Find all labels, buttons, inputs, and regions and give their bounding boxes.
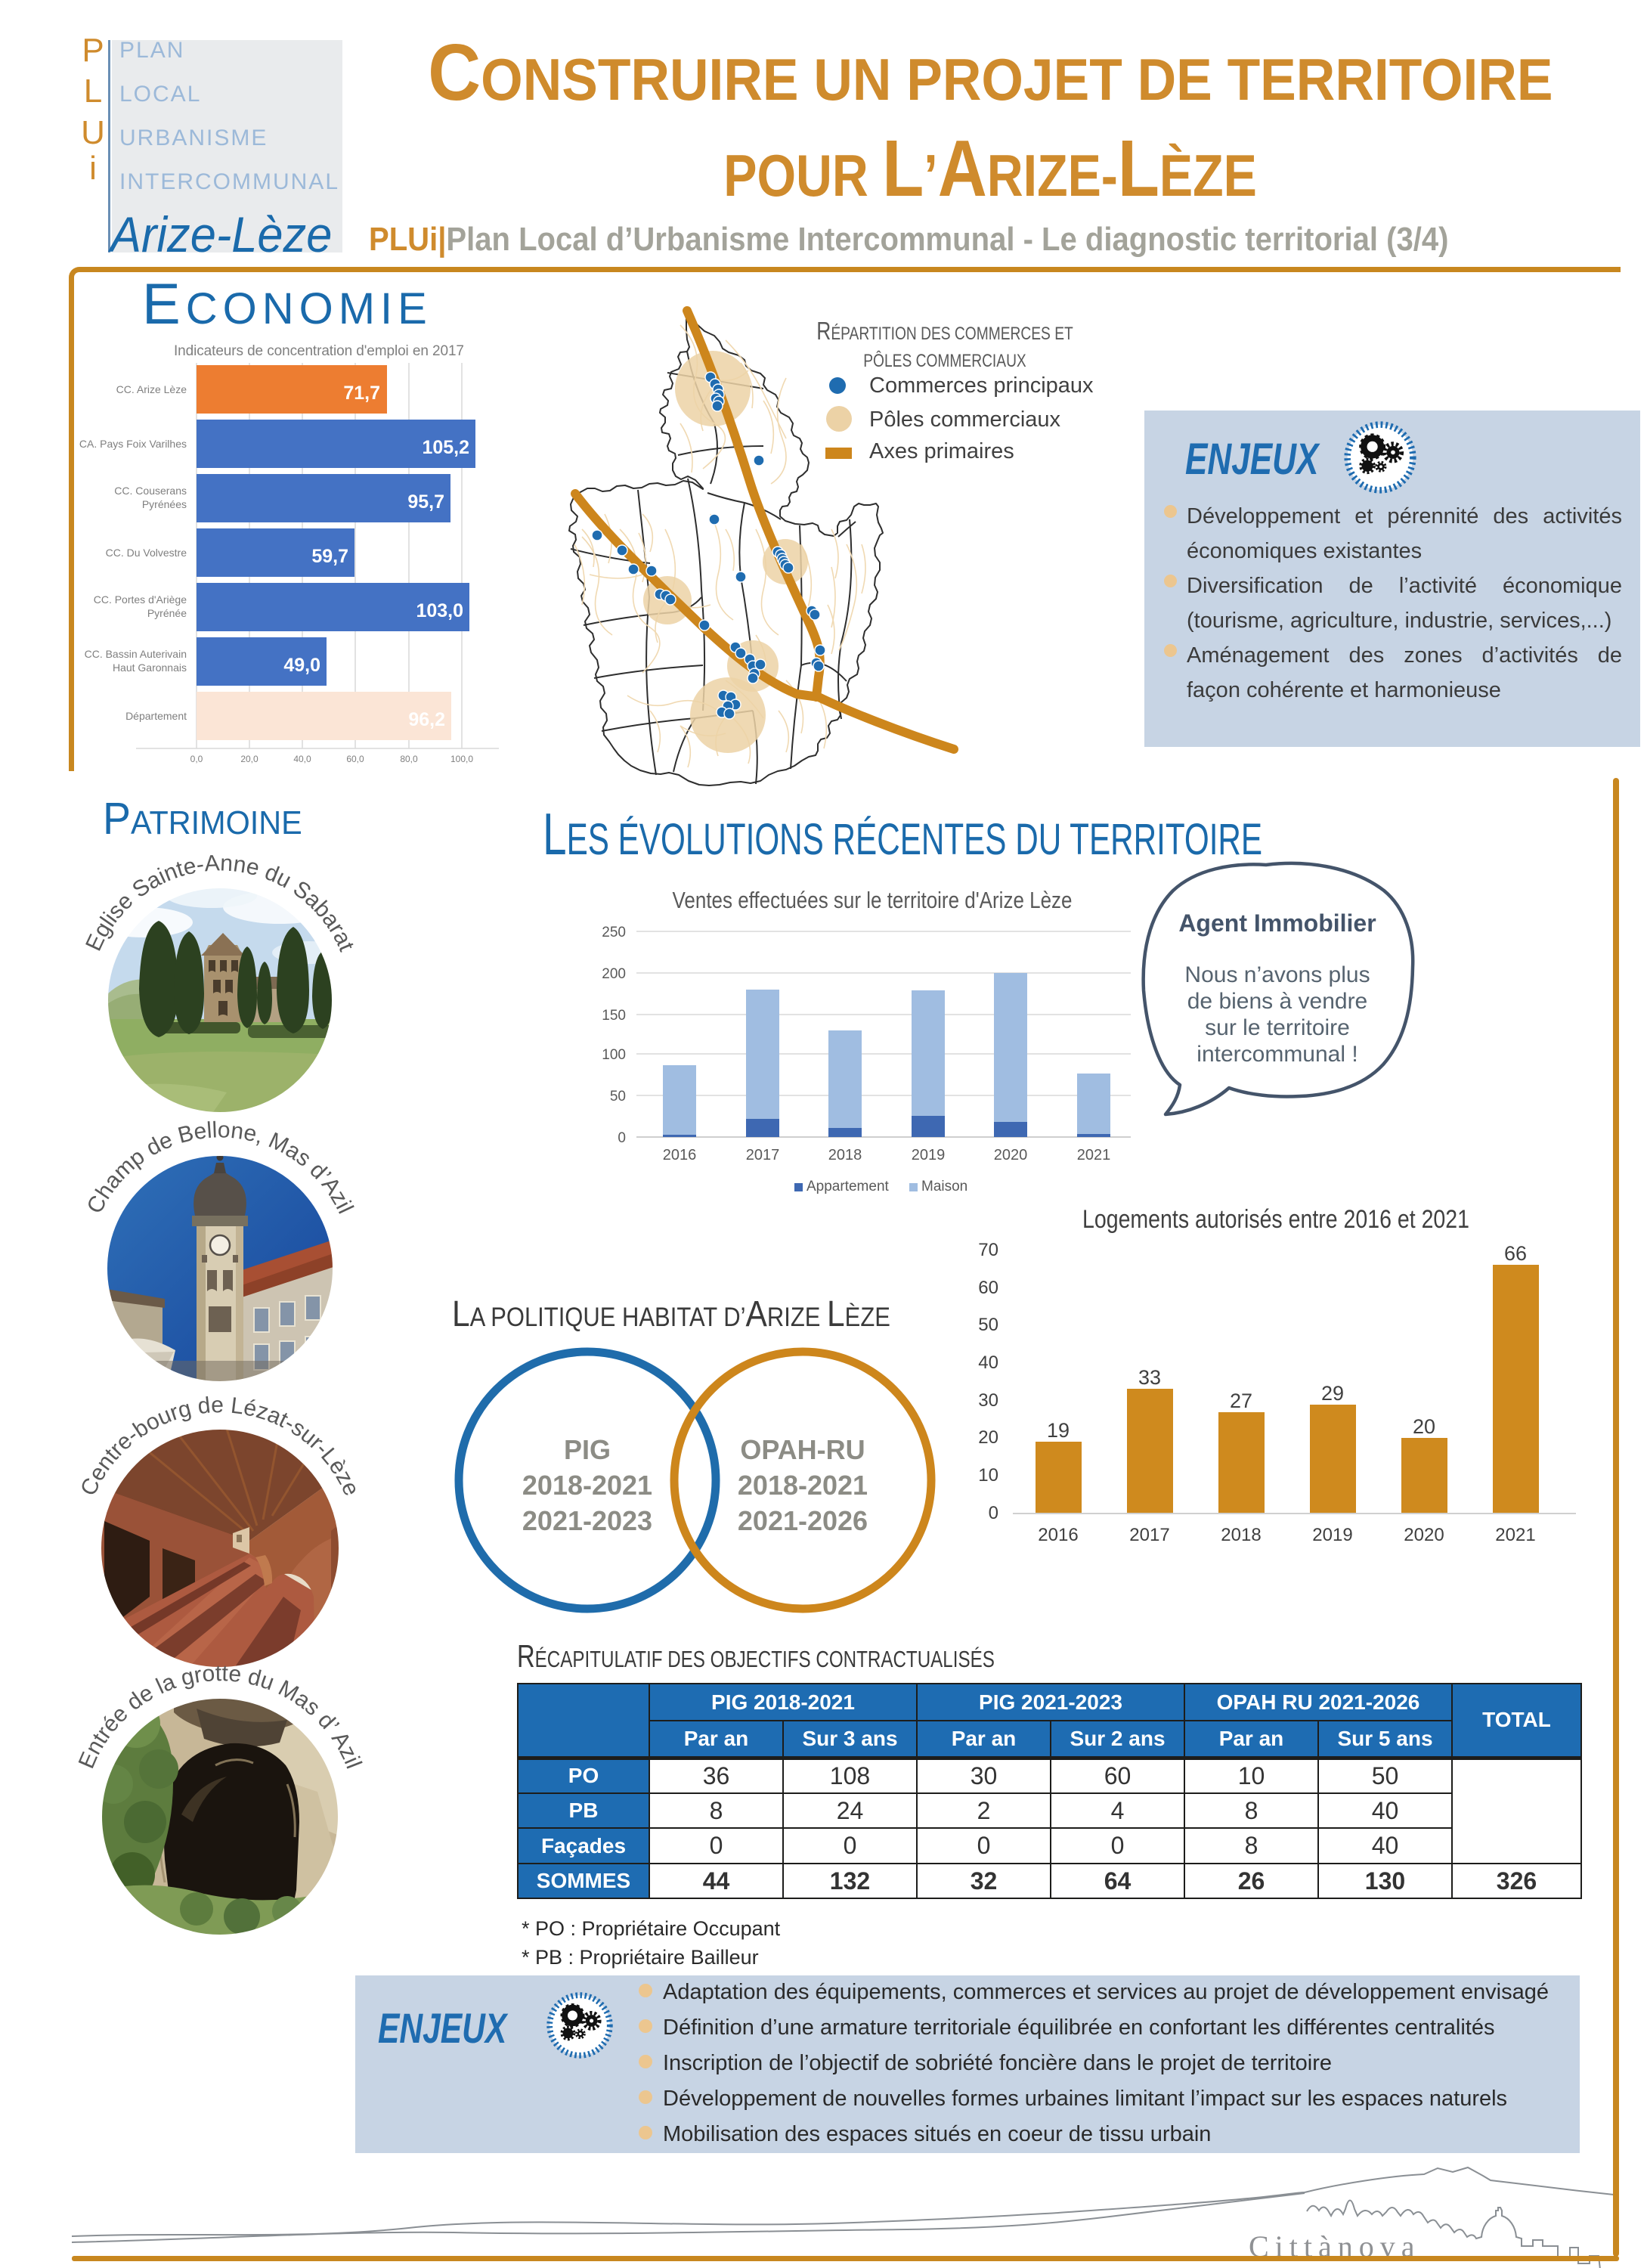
- svg-text:20: 20: [978, 1427, 998, 1448]
- svg-text:103,0: 103,0: [416, 600, 463, 621]
- svg-text:Indicateurs de concentration d: Indicateurs de concentration d'emploi en…: [174, 343, 464, 359]
- svg-text:27: 27: [1230, 1390, 1252, 1412]
- svg-text:71,7: 71,7: [343, 383, 380, 404]
- svg-text:2021: 2021: [1495, 1525, 1535, 1545]
- svg-text:59,7: 59,7: [311, 546, 348, 567]
- svg-text:2019: 2019: [1312, 1525, 1352, 1545]
- svg-text:80,0: 80,0: [400, 754, 418, 764]
- svg-text:CC. Du Volvestre: CC. Du Volvestre: [106, 547, 187, 559]
- svg-text:Logements autorisés entre 2016: Logements autorisés entre 2016 et 2021: [1082, 1205, 1469, 1234]
- svg-text:50: 50: [610, 1089, 626, 1105]
- svg-text:2021-2023: 2021-2023: [522, 1505, 652, 1536]
- svg-text:10: 10: [978, 1465, 998, 1486]
- svg-text:2019: 2019: [912, 1147, 946, 1163]
- svg-text:Ventes effectuées sur le terri: Ventes effectuées sur le territoire d'Ar…: [673, 887, 1073, 913]
- svg-text:Pyrénées: Pyrénées: [142, 498, 187, 510]
- svg-text:2021-2026: 2021-2026: [738, 1505, 868, 1536]
- svg-text:2017: 2017: [1129, 1525, 1169, 1545]
- svg-text:40: 40: [978, 1352, 998, 1373]
- svg-text:2018-2021: 2018-2021: [738, 1470, 868, 1501]
- svg-text:Appartement: Appartement: [806, 1179, 890, 1194]
- svg-text:29: 29: [1321, 1382, 1344, 1405]
- svg-text:2018: 2018: [828, 1147, 862, 1163]
- svg-text:95,7: 95,7: [407, 491, 444, 513]
- svg-text:30: 30: [978, 1390, 998, 1411]
- svg-text:250: 250: [602, 925, 626, 940]
- svg-text:2018: 2018: [1221, 1525, 1261, 1545]
- svg-text:CC. Bassin Auterivain: CC. Bassin Auterivain: [85, 648, 187, 660]
- svg-text:0: 0: [989, 1503, 998, 1523]
- svg-text:150: 150: [602, 1008, 626, 1024]
- svg-text:Département: Département: [125, 710, 187, 722]
- svg-text:20,0: 20,0: [240, 754, 259, 764]
- svg-text:2020: 2020: [1404, 1525, 1444, 1545]
- svg-text:96,2: 96,2: [408, 709, 445, 730]
- svg-text:100: 100: [602, 1047, 626, 1063]
- svg-text:40,0: 40,0: [293, 754, 311, 764]
- svg-text:OPAH-RU: OPAH-RU: [740, 1434, 865, 1465]
- svg-text:0: 0: [618, 1130, 626, 1146]
- svg-text:PIG: PIG: [564, 1434, 611, 1465]
- svg-text:20: 20: [1413, 1415, 1435, 1438]
- svg-text:2020: 2020: [994, 1147, 1028, 1163]
- svg-text:CC. Arize Lèze: CC. Arize Lèze: [116, 383, 187, 395]
- svg-text:60: 60: [978, 1278, 998, 1298]
- svg-text:2017: 2017: [746, 1147, 780, 1163]
- svg-text:19: 19: [1047, 1419, 1070, 1442]
- svg-text:70: 70: [978, 1240, 998, 1260]
- svg-text:49,0: 49,0: [283, 655, 320, 676]
- svg-text:CA. Pays Foix Varilhes: CA. Pays Foix Varilhes: [79, 438, 187, 450]
- svg-text:CC. Couserans: CC. Couserans: [114, 485, 187, 497]
- svg-text:33: 33: [1138, 1366, 1161, 1389]
- svg-text:100,0: 100,0: [450, 754, 473, 764]
- svg-text:Maison: Maison: [921, 1179, 967, 1194]
- svg-text:Haut Garonnais: Haut Garonnais: [113, 662, 187, 674]
- svg-text:60,0: 60,0: [346, 754, 364, 764]
- svg-text:2016: 2016: [1038, 1525, 1078, 1545]
- svg-text:2016: 2016: [663, 1147, 697, 1163]
- svg-text:2021: 2021: [1077, 1147, 1111, 1163]
- svg-text:200: 200: [602, 966, 626, 982]
- svg-text:2018-2021: 2018-2021: [522, 1470, 652, 1501]
- svg-text:105,2: 105,2: [422, 437, 469, 458]
- svg-text:66: 66: [1504, 1242, 1527, 1265]
- svg-text:0,0: 0,0: [190, 754, 203, 764]
- svg-text:CC. Portes d'Ariège: CC. Portes d'Ariège: [94, 593, 187, 606]
- svg-text:50: 50: [978, 1315, 998, 1335]
- svg-text:Pyrénée: Pyrénée: [147, 607, 187, 619]
